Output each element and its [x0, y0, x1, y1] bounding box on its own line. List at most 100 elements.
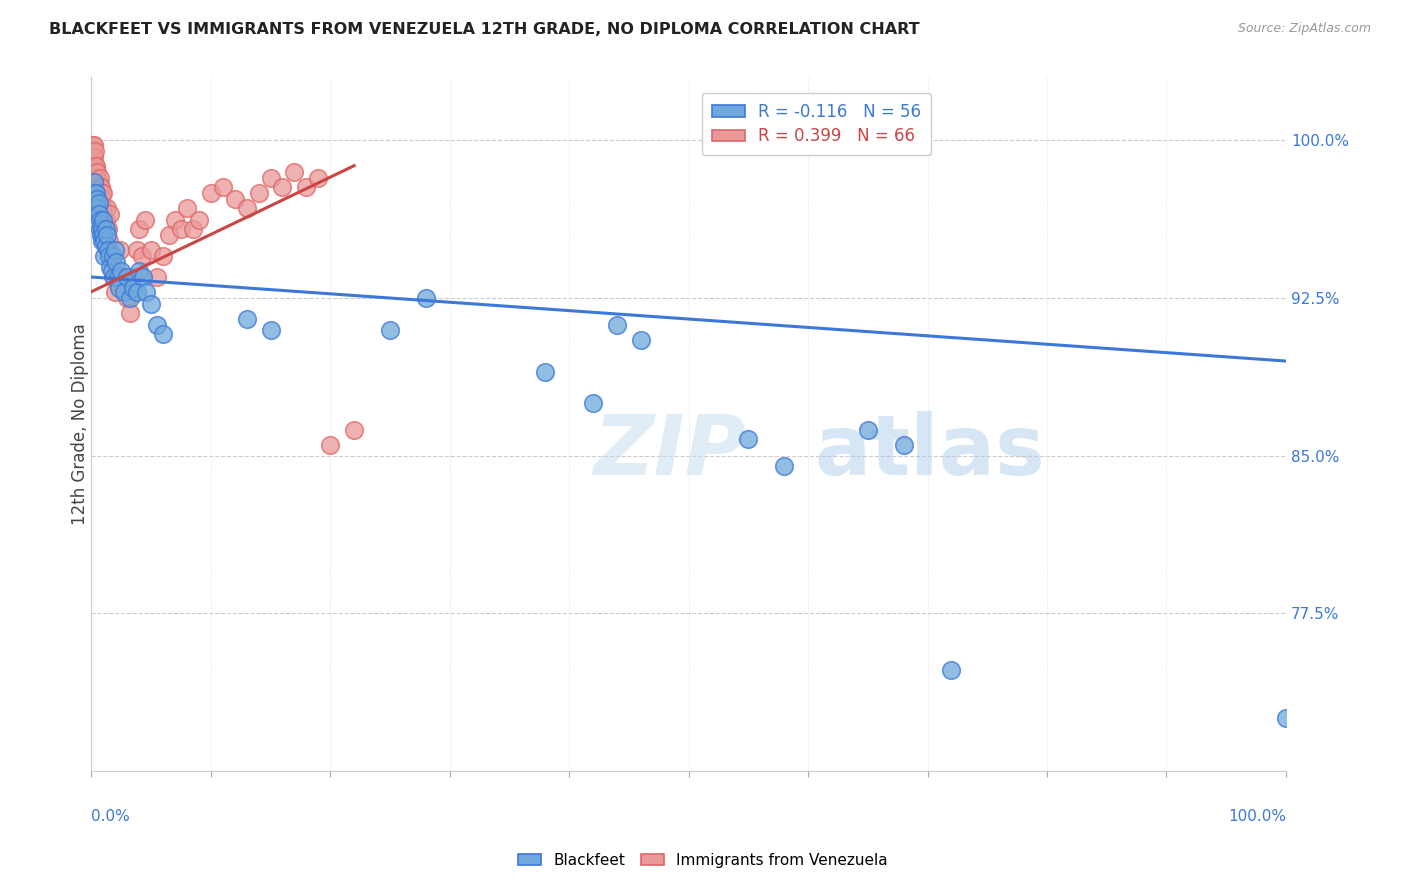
Point [107, 270, 129, 285]
Point [139, 243, 162, 257]
Point [139, 297, 162, 311]
Point [737, 432, 759, 446]
Point [97, 221, 120, 235]
Point [84, 159, 107, 173]
Point [100, 263, 122, 277]
Point [93, 207, 115, 221]
Point [606, 318, 628, 333]
Point [104, 243, 127, 257]
Point [84, 179, 107, 194]
Point [84, 159, 107, 173]
Point [176, 201, 198, 215]
Point [87, 176, 110, 190]
Point [134, 213, 156, 227]
Point [87, 186, 110, 200]
Point [100, 260, 122, 274]
Point [132, 270, 155, 285]
Point [90, 192, 112, 206]
Point [93, 235, 115, 249]
Text: atlas: atlas [814, 411, 1045, 492]
Point [91, 186, 114, 200]
Point [100, 207, 122, 221]
Point [118, 306, 141, 320]
Point [112, 270, 135, 285]
Point [307, 171, 329, 186]
Point [122, 280, 145, 294]
Text: BLACKFEET VS IMMIGRANTS FROM VENEZUELA 12TH GRADE, NO DIPLOMA CORRELATION CHART: BLACKFEET VS IMMIGRANTS FROM VENEZUELA 1… [49, 22, 920, 37]
Point [211, 179, 233, 194]
Point [152, 326, 174, 341]
Point [93, 249, 115, 263]
Text: 0.0%: 0.0% [91, 809, 131, 824]
Point [125, 285, 148, 299]
Point [110, 263, 132, 277]
Point [94, 238, 117, 252]
Point [295, 179, 318, 194]
Point [893, 438, 915, 452]
Point [89, 213, 111, 227]
Point [84, 144, 107, 158]
Text: 100.0%: 100.0% [1227, 809, 1286, 824]
Point [84, 186, 107, 200]
Point [86, 165, 108, 179]
Point [101, 270, 124, 285]
Point [97, 243, 120, 257]
Point [378, 322, 401, 336]
Point [108, 243, 131, 257]
Point [118, 291, 141, 305]
Point [89, 186, 111, 200]
Point [271, 179, 294, 194]
Point [96, 201, 118, 215]
Point [100, 255, 122, 269]
Point [235, 201, 257, 215]
Point [200, 186, 222, 200]
Point [89, 221, 111, 235]
Point [96, 227, 118, 242]
Point [259, 171, 281, 186]
Point [91, 227, 114, 242]
Point [235, 312, 257, 326]
Point [90, 179, 112, 194]
Point [91, 235, 114, 249]
Point [91, 201, 114, 215]
Point [146, 318, 169, 333]
Point [108, 280, 131, 294]
Point [283, 165, 305, 179]
Point [115, 270, 138, 285]
Point [181, 221, 204, 235]
Point [83, 176, 105, 190]
Point [415, 291, 437, 305]
Point [86, 201, 108, 215]
Text: Source: ZipAtlas.com: Source: ZipAtlas.com [1237, 22, 1371, 36]
Point [146, 270, 169, 285]
Point [90, 227, 112, 242]
Point [91, 221, 114, 235]
Point [170, 221, 193, 235]
Point [87, 207, 110, 221]
Point [86, 192, 108, 206]
Point [115, 291, 138, 305]
Point [773, 459, 796, 474]
Point [84, 171, 107, 186]
Point [1275, 711, 1298, 725]
Point [98, 249, 121, 263]
Point [152, 249, 174, 263]
Point [131, 249, 153, 263]
Point [103, 270, 125, 285]
Point [112, 285, 135, 299]
Point [94, 213, 117, 227]
Point [83, 171, 105, 186]
Point [128, 221, 150, 235]
Point [94, 221, 117, 235]
Point [187, 213, 209, 227]
Point [534, 365, 557, 379]
Point [319, 438, 342, 452]
Point [856, 423, 879, 437]
Point [157, 227, 180, 242]
Point [224, 192, 246, 206]
Point [135, 285, 157, 299]
Text: ZIP: ZIP [593, 411, 745, 492]
Point [259, 322, 281, 336]
Point [82, 137, 104, 152]
Point [84, 171, 107, 186]
